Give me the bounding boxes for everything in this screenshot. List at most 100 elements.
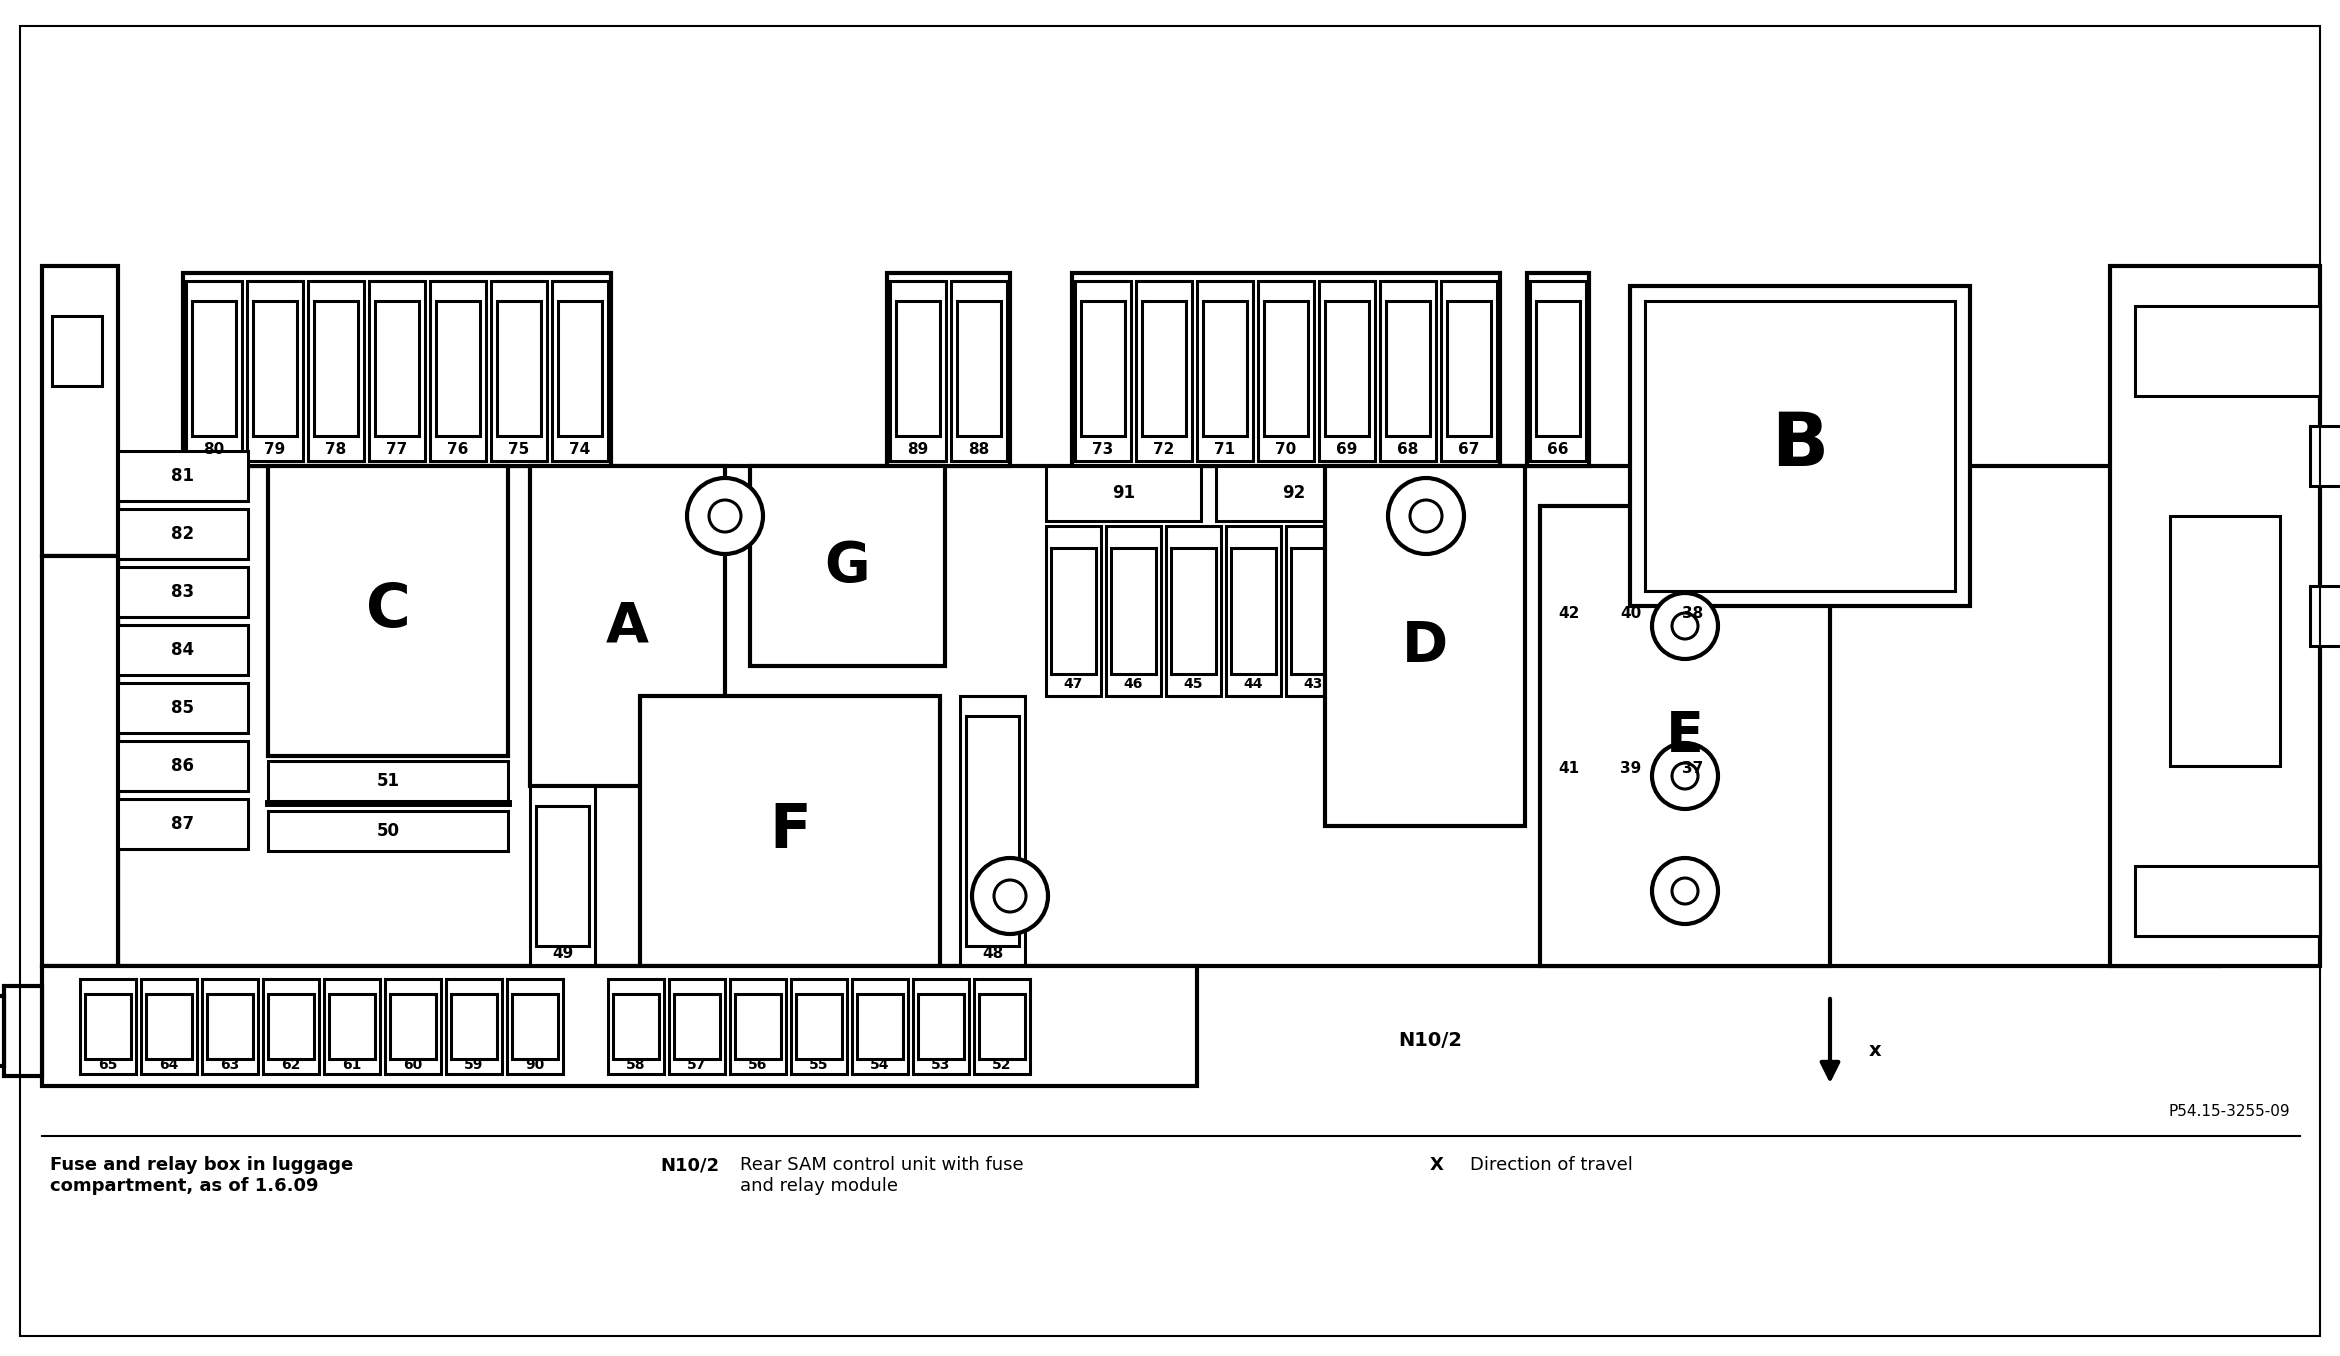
- Circle shape: [1652, 858, 1718, 923]
- Text: 73: 73: [1093, 442, 1114, 457]
- Bar: [0, 997, 5, 1066]
- Bar: [1385, 301, 1430, 437]
- Bar: [1046, 466, 1200, 521]
- Text: 52: 52: [992, 1058, 1011, 1073]
- Bar: [330, 994, 374, 1059]
- Text: P54.15-3255-09: P54.15-3255-09: [2169, 1104, 2291, 1119]
- Bar: [192, 301, 236, 437]
- Bar: [2134, 306, 2319, 396]
- Bar: [889, 281, 945, 461]
- Text: 60: 60: [402, 1058, 424, 1073]
- Bar: [1198, 281, 1252, 461]
- Text: 47: 47: [1065, 677, 1083, 692]
- Bar: [1540, 711, 1598, 826]
- Bar: [2111, 266, 2319, 965]
- Bar: [1074, 281, 1130, 461]
- Bar: [42, 556, 117, 965]
- Text: G: G: [824, 538, 870, 593]
- Bar: [913, 979, 969, 1074]
- Bar: [959, 696, 1025, 965]
- Bar: [386, 979, 440, 1074]
- Text: Rear SAM control unit with fuse
and relay module: Rear SAM control unit with fuse and rela…: [739, 1157, 1023, 1195]
- Circle shape: [1652, 743, 1718, 810]
- Bar: [117, 740, 248, 791]
- Text: N10/2: N10/2: [660, 1157, 718, 1174]
- Bar: [2134, 866, 2319, 936]
- Text: 37: 37: [1682, 761, 1704, 776]
- Bar: [374, 301, 419, 437]
- Text: 69: 69: [1336, 442, 1357, 457]
- Text: 51: 51: [377, 772, 400, 791]
- Bar: [1135, 281, 1191, 461]
- Bar: [536, 805, 590, 946]
- Bar: [145, 994, 192, 1059]
- Bar: [1226, 526, 1280, 696]
- Text: 68: 68: [1397, 442, 1418, 457]
- Bar: [730, 979, 786, 1074]
- Circle shape: [1673, 613, 1699, 639]
- Bar: [435, 301, 480, 437]
- Text: 77: 77: [386, 442, 407, 457]
- Bar: [42, 965, 1198, 1086]
- Bar: [269, 466, 508, 757]
- Bar: [608, 979, 665, 1074]
- Text: 83: 83: [171, 583, 194, 601]
- Bar: [183, 273, 611, 466]
- Bar: [140, 979, 197, 1074]
- Circle shape: [994, 880, 1025, 913]
- Bar: [1287, 526, 1341, 696]
- Text: 56: 56: [749, 1058, 768, 1073]
- Bar: [269, 994, 314, 1059]
- Bar: [309, 281, 365, 461]
- Text: 59: 59: [463, 1058, 484, 1073]
- Text: 46: 46: [1123, 677, 1144, 692]
- Text: F: F: [770, 801, 812, 861]
- Circle shape: [1652, 593, 1718, 659]
- Bar: [1664, 711, 1722, 826]
- Bar: [512, 994, 557, 1059]
- Bar: [966, 716, 1018, 946]
- Bar: [206, 994, 253, 1059]
- Text: 48: 48: [983, 946, 1004, 961]
- Text: C: C: [365, 582, 410, 640]
- Text: 64: 64: [159, 1058, 178, 1073]
- Bar: [669, 979, 725, 1074]
- Bar: [978, 994, 1025, 1059]
- Bar: [674, 994, 721, 1059]
- Bar: [1231, 548, 1275, 674]
- Text: 55: 55: [810, 1058, 828, 1073]
- Bar: [1046, 526, 1102, 696]
- Text: 70: 70: [1275, 442, 1296, 457]
- Bar: [84, 994, 131, 1059]
- Text: 41: 41: [1558, 761, 1580, 776]
- Bar: [735, 994, 782, 1059]
- Text: D: D: [1402, 618, 1448, 673]
- Text: 44: 44: [1245, 677, 1264, 692]
- Bar: [80, 979, 136, 1074]
- Text: 65: 65: [98, 1058, 117, 1073]
- Bar: [1535, 301, 1580, 437]
- Text: 80: 80: [204, 442, 225, 457]
- Text: 61: 61: [342, 1058, 363, 1073]
- Bar: [51, 316, 103, 386]
- Circle shape: [1673, 763, 1699, 789]
- Text: 90: 90: [526, 1058, 545, 1073]
- Bar: [973, 979, 1030, 1074]
- Bar: [431, 281, 487, 461]
- Text: 53: 53: [931, 1058, 950, 1073]
- Text: 63: 63: [220, 1058, 239, 1073]
- Text: 89: 89: [908, 442, 929, 457]
- Bar: [896, 301, 941, 437]
- Bar: [117, 452, 248, 500]
- Text: 82: 82: [171, 525, 194, 542]
- Bar: [1528, 273, 1589, 466]
- Bar: [641, 696, 941, 965]
- Bar: [552, 281, 608, 461]
- Bar: [1324, 466, 1526, 826]
- Text: 87: 87: [171, 815, 194, 833]
- Bar: [1203, 301, 1247, 437]
- Text: 50: 50: [377, 822, 400, 839]
- Text: 79: 79: [264, 442, 285, 457]
- Bar: [262, 979, 318, 1074]
- Bar: [185, 281, 241, 461]
